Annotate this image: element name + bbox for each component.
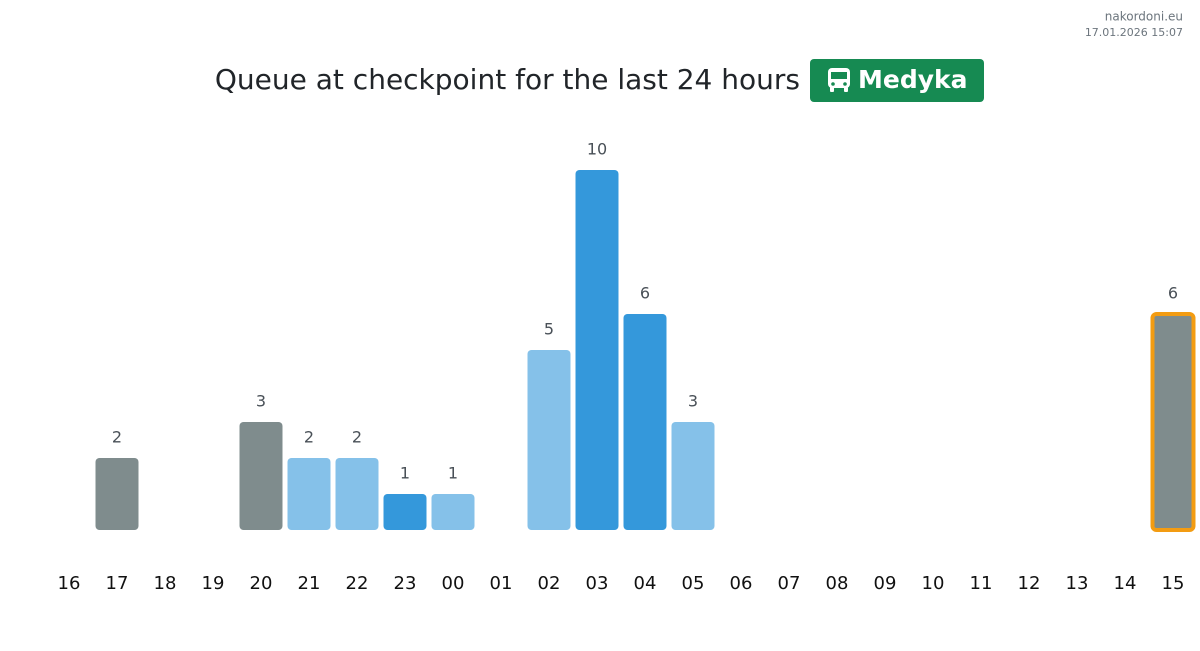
x-tick-label: 11 [970,573,993,594]
x-tick-label: 05 [682,573,705,594]
data-label: 2 [112,428,122,447]
badge-label: Medyka [858,65,968,94]
x-tick-label: 23 [394,573,417,594]
x-tick-label: 09 [874,573,897,594]
x-tick-label: 13 [1066,573,1089,594]
x-tick-label: 10 [922,573,945,594]
bar [1150,312,1196,532]
bar [575,170,619,530]
data-label: 2 [304,428,314,447]
bar [95,458,139,530]
x-tick-label: 00 [442,573,465,594]
x-tick-label: 15 [1162,573,1185,594]
x-tick-label: 01 [490,573,513,594]
data-label: 1 [400,464,410,483]
bar [431,494,475,530]
x-tick-label: 22 [346,573,369,594]
site-name: nakordoni.eu [1105,10,1183,24]
data-label: 3 [256,392,266,411]
x-tick-label: 21 [298,573,321,594]
timestamp: 17.01.2026 15:07 [1085,26,1183,39]
x-tick-label: 04 [634,573,657,594]
x-tick-label: 19 [202,573,225,594]
data-label: 5 [544,320,554,339]
badge [810,59,984,102]
x-tick-label: 03 [586,573,609,594]
data-label: 6 [640,284,650,303]
x-tick-label: 12 [1018,573,1041,594]
bar [383,494,427,530]
bar [527,350,571,530]
data-label: 10 [587,140,607,159]
bar [623,314,667,530]
data-label: 6 [1168,284,1178,303]
chart-title: Queue at checkpoint for the last 24 hour… [215,63,800,96]
x-tick-label: 08 [826,573,849,594]
data-label: 2 [352,428,362,447]
bar [239,422,283,530]
x-tick-label: 02 [538,573,561,594]
x-tick-label: 18 [154,573,177,594]
x-tick-label: 20 [250,573,273,594]
x-tick-label: 07 [778,573,801,594]
bar [335,458,379,530]
x-tick-label: 17 [106,573,129,594]
x-tick-label: 14 [1114,573,1137,594]
data-label: 1 [448,464,458,483]
bar [287,458,331,530]
bar [671,422,715,530]
bus-icon [828,68,850,92]
x-tick-label: 06 [730,573,753,594]
data-label: 3 [688,392,698,411]
x-tick-label: 16 [58,573,81,594]
